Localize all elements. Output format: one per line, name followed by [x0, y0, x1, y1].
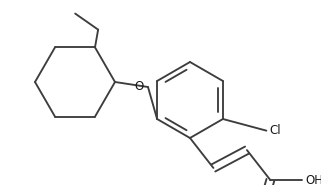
Text: OH: OH [305, 174, 321, 185]
Text: Cl: Cl [269, 124, 281, 137]
Text: O: O [135, 80, 144, 93]
